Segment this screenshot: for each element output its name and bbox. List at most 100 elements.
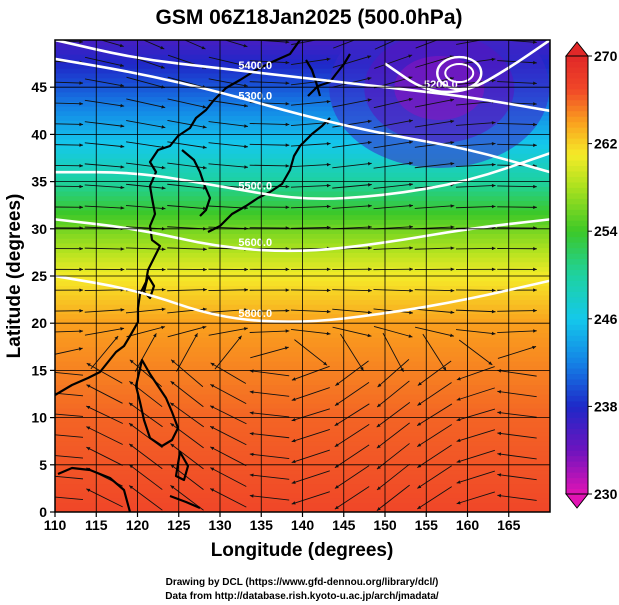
streamline [84, 78, 125, 87]
x-tick-label: 135 [250, 517, 274, 533]
streamline-arrow [291, 397, 296, 401]
streamline [55, 371, 84, 376]
streamline-arrow [291, 417, 296, 422]
streamline [332, 205, 372, 209]
contour-label: 5400.0 [238, 60, 272, 72]
contour-label: 5300.0 [238, 91, 272, 103]
streamline-arrow [285, 205, 290, 210]
streamline-arrow [533, 308, 537, 313]
streamline-arrow [202, 325, 207, 330]
streamline-arrow [285, 81, 290, 85]
streamline [126, 141, 166, 149]
colorbar-step [566, 77, 588, 84]
colorbar-step [566, 258, 588, 265]
streamline-arrow [291, 438, 296, 443]
colorbar-step [566, 483, 588, 490]
streamline-arrow [456, 501, 461, 505]
streamline [210, 467, 247, 487]
colorbar-step [566, 121, 588, 128]
streamline [374, 40, 397, 50]
streamline-arrow [79, 205, 84, 209]
contour-label: 5800.0 [238, 308, 272, 320]
streamline [84, 121, 125, 127]
colorbar-step [566, 422, 588, 429]
streamline [456, 491, 495, 505]
streamline-arrow [326, 331, 331, 336]
colorbar-step [566, 324, 588, 331]
streamline [84, 327, 125, 336]
streamline-arrow [417, 443, 422, 447]
streamline [414, 247, 455, 250]
contour-label: 5600.0 [238, 237, 272, 249]
streamline [126, 162, 166, 169]
streamline [497, 310, 537, 312]
streamline [374, 54, 413, 69]
streamline [208, 99, 248, 107]
streamline-arrow [497, 473, 502, 477]
streamline [84, 56, 125, 67]
streamline-arrow [450, 162, 455, 166]
streamline [497, 143, 537, 146]
streamline [332, 141, 372, 148]
streamline [214, 335, 242, 370]
streamline [455, 247, 496, 250]
streamline-arrow [450, 119, 455, 124]
streamline [249, 164, 290, 167]
streamline-arrow [368, 204, 372, 208]
streamline [290, 205, 331, 209]
x-tick-label: 165 [497, 517, 521, 533]
streamline [86, 446, 123, 466]
streamline-arrow [210, 426, 215, 430]
y-tick-label: 30 [31, 221, 47, 237]
streamline [455, 185, 496, 188]
streamline-arrow [44, 391, 48, 394]
streamline-arrow [334, 443, 339, 447]
y-axis-title: Latitude (degrees) [4, 194, 25, 359]
x-tick-label: 155 [415, 517, 439, 533]
y-tick-label: 40 [31, 126, 47, 142]
streamline [455, 309, 496, 313]
colorbar-step [566, 280, 588, 287]
streamline [455, 122, 496, 126]
streamline-arrow [367, 76, 372, 81]
streamline [332, 162, 372, 169]
streamline-arrow [170, 464, 175, 469]
streamline [249, 370, 290, 377]
streamline-arrow [210, 362, 215, 367]
streamline [208, 163, 249, 168]
streamline [290, 143, 331, 147]
streamline-arrow [450, 333, 454, 338]
streamline-arrow [417, 484, 422, 489]
streamline-arrow [491, 267, 496, 272]
colorbar-step [566, 340, 588, 347]
streamline [291, 491, 330, 505]
colorbar-step [566, 170, 588, 177]
streamline-arrow [291, 501, 296, 505]
streamline-arrow [376, 486, 381, 490]
streamline-arrow [533, 102, 537, 106]
streamline [167, 326, 207, 338]
streamline [170, 464, 204, 490]
streamline [332, 184, 372, 189]
streamline-arrow [532, 345, 537, 350]
streamline [55, 392, 84, 397]
y-tick-label: 15 [31, 362, 47, 378]
colorbar-step [566, 488, 588, 495]
streamline [90, 335, 119, 370]
colorbar-step [566, 105, 588, 112]
colorbar-step [566, 373, 588, 380]
streamline-arrow [409, 267, 414, 271]
x-tick-label: 150 [373, 517, 397, 533]
streamline [183, 40, 206, 50]
x-tick-label: 125 [167, 517, 191, 533]
streamline [290, 289, 331, 291]
streamline [456, 408, 496, 421]
streamline-arrow [161, 105, 166, 109]
streamline [167, 76, 207, 89]
streamline-arrow [244, 185, 249, 190]
streamline-arrow [409, 204, 413, 208]
streamline-arrow [244, 267, 249, 272]
